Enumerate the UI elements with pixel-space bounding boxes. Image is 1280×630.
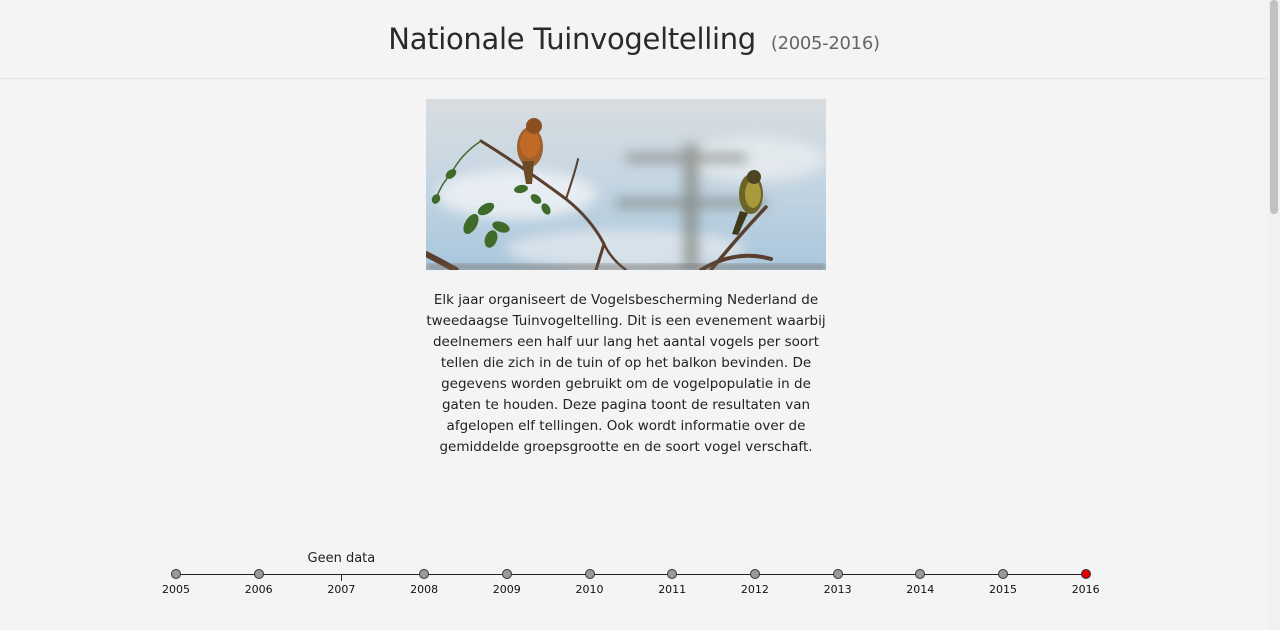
timeline-year-2013-marker[interactable] bbox=[832, 569, 843, 579]
timeline-year-2005-marker[interactable] bbox=[171, 569, 181, 579]
year-timeline: 2005 2006 2007 Geen data 2008 2009 2010 2011 201… bbox=[150, 540, 1130, 610]
timeline-line bbox=[176, 574, 1086, 575]
hero-image bbox=[426, 99, 826, 270]
birds-on-branches-photo bbox=[426, 99, 826, 270]
timeline-year-2016-marker[interactable] bbox=[1080, 569, 1091, 579]
timeline-year-2010-marker[interactable] bbox=[584, 569, 595, 579]
timeline-year-2009-label[interactable]: 2009 bbox=[492, 583, 521, 596]
page-title-text: Nationale Tuinvogeltelling bbox=[388, 22, 756, 56]
timeline-year-2011-marker[interactable] bbox=[667, 569, 678, 579]
timeline-year-2014-marker[interactable] bbox=[915, 569, 926, 579]
timeline-year-2012-label[interactable]: 2012 bbox=[740, 583, 769, 596]
timeline-year-2005-label[interactable]: 2005 bbox=[162, 583, 190, 596]
timeline-year-2012-marker[interactable] bbox=[749, 569, 760, 579]
timeline-year-2006-label[interactable]: 2006 bbox=[244, 583, 273, 596]
timeline-year-2007-marker bbox=[341, 575, 343, 581]
bird-robin bbox=[517, 118, 543, 184]
page-title: Nationale Tuinvogeltelling (2005-2016) bbox=[0, 22, 1268, 56]
timeline-year-2008-label[interactable]: 2008 bbox=[410, 583, 439, 596]
timeline-year-2014-label[interactable]: 2014 bbox=[906, 583, 935, 596]
timeline-no-data-label: Geen data bbox=[307, 551, 376, 566]
page-title-years: (2005-2016) bbox=[770, 33, 880, 54]
intro-paragraph: Elk jaar organiseert de Vogelsbeschermin… bbox=[426, 292, 826, 455]
timeline-year-2016-label[interactable]: 2016 bbox=[1071, 583, 1100, 596]
timeline-year-2006-marker[interactable] bbox=[253, 569, 264, 579]
scrollbar[interactable] bbox=[1268, 0, 1280, 630]
timeline-year-2015-label[interactable]: 2015 bbox=[989, 583, 1017, 596]
timeline-year-2008-marker[interactable] bbox=[419, 569, 430, 579]
timeline-year-2011-label[interactable]: 2011 bbox=[658, 583, 687, 596]
timeline-year-2010-label[interactable]: 2010 bbox=[575, 583, 604, 596]
timeline-year-2015-marker[interactable] bbox=[998, 569, 1008, 579]
bird-warbler bbox=[732, 170, 763, 235]
timeline-year-2007-label: 2007 bbox=[327, 583, 356, 596]
timeline-year-2009-marker[interactable] bbox=[501, 569, 512, 579]
timeline-year-2013-label[interactable]: 2013 bbox=[823, 583, 852, 596]
scrollbar-thumb[interactable] bbox=[1270, 0, 1278, 214]
header: Nationale Tuinvogeltelling (2005-2016) bbox=[0, 0, 1268, 79]
